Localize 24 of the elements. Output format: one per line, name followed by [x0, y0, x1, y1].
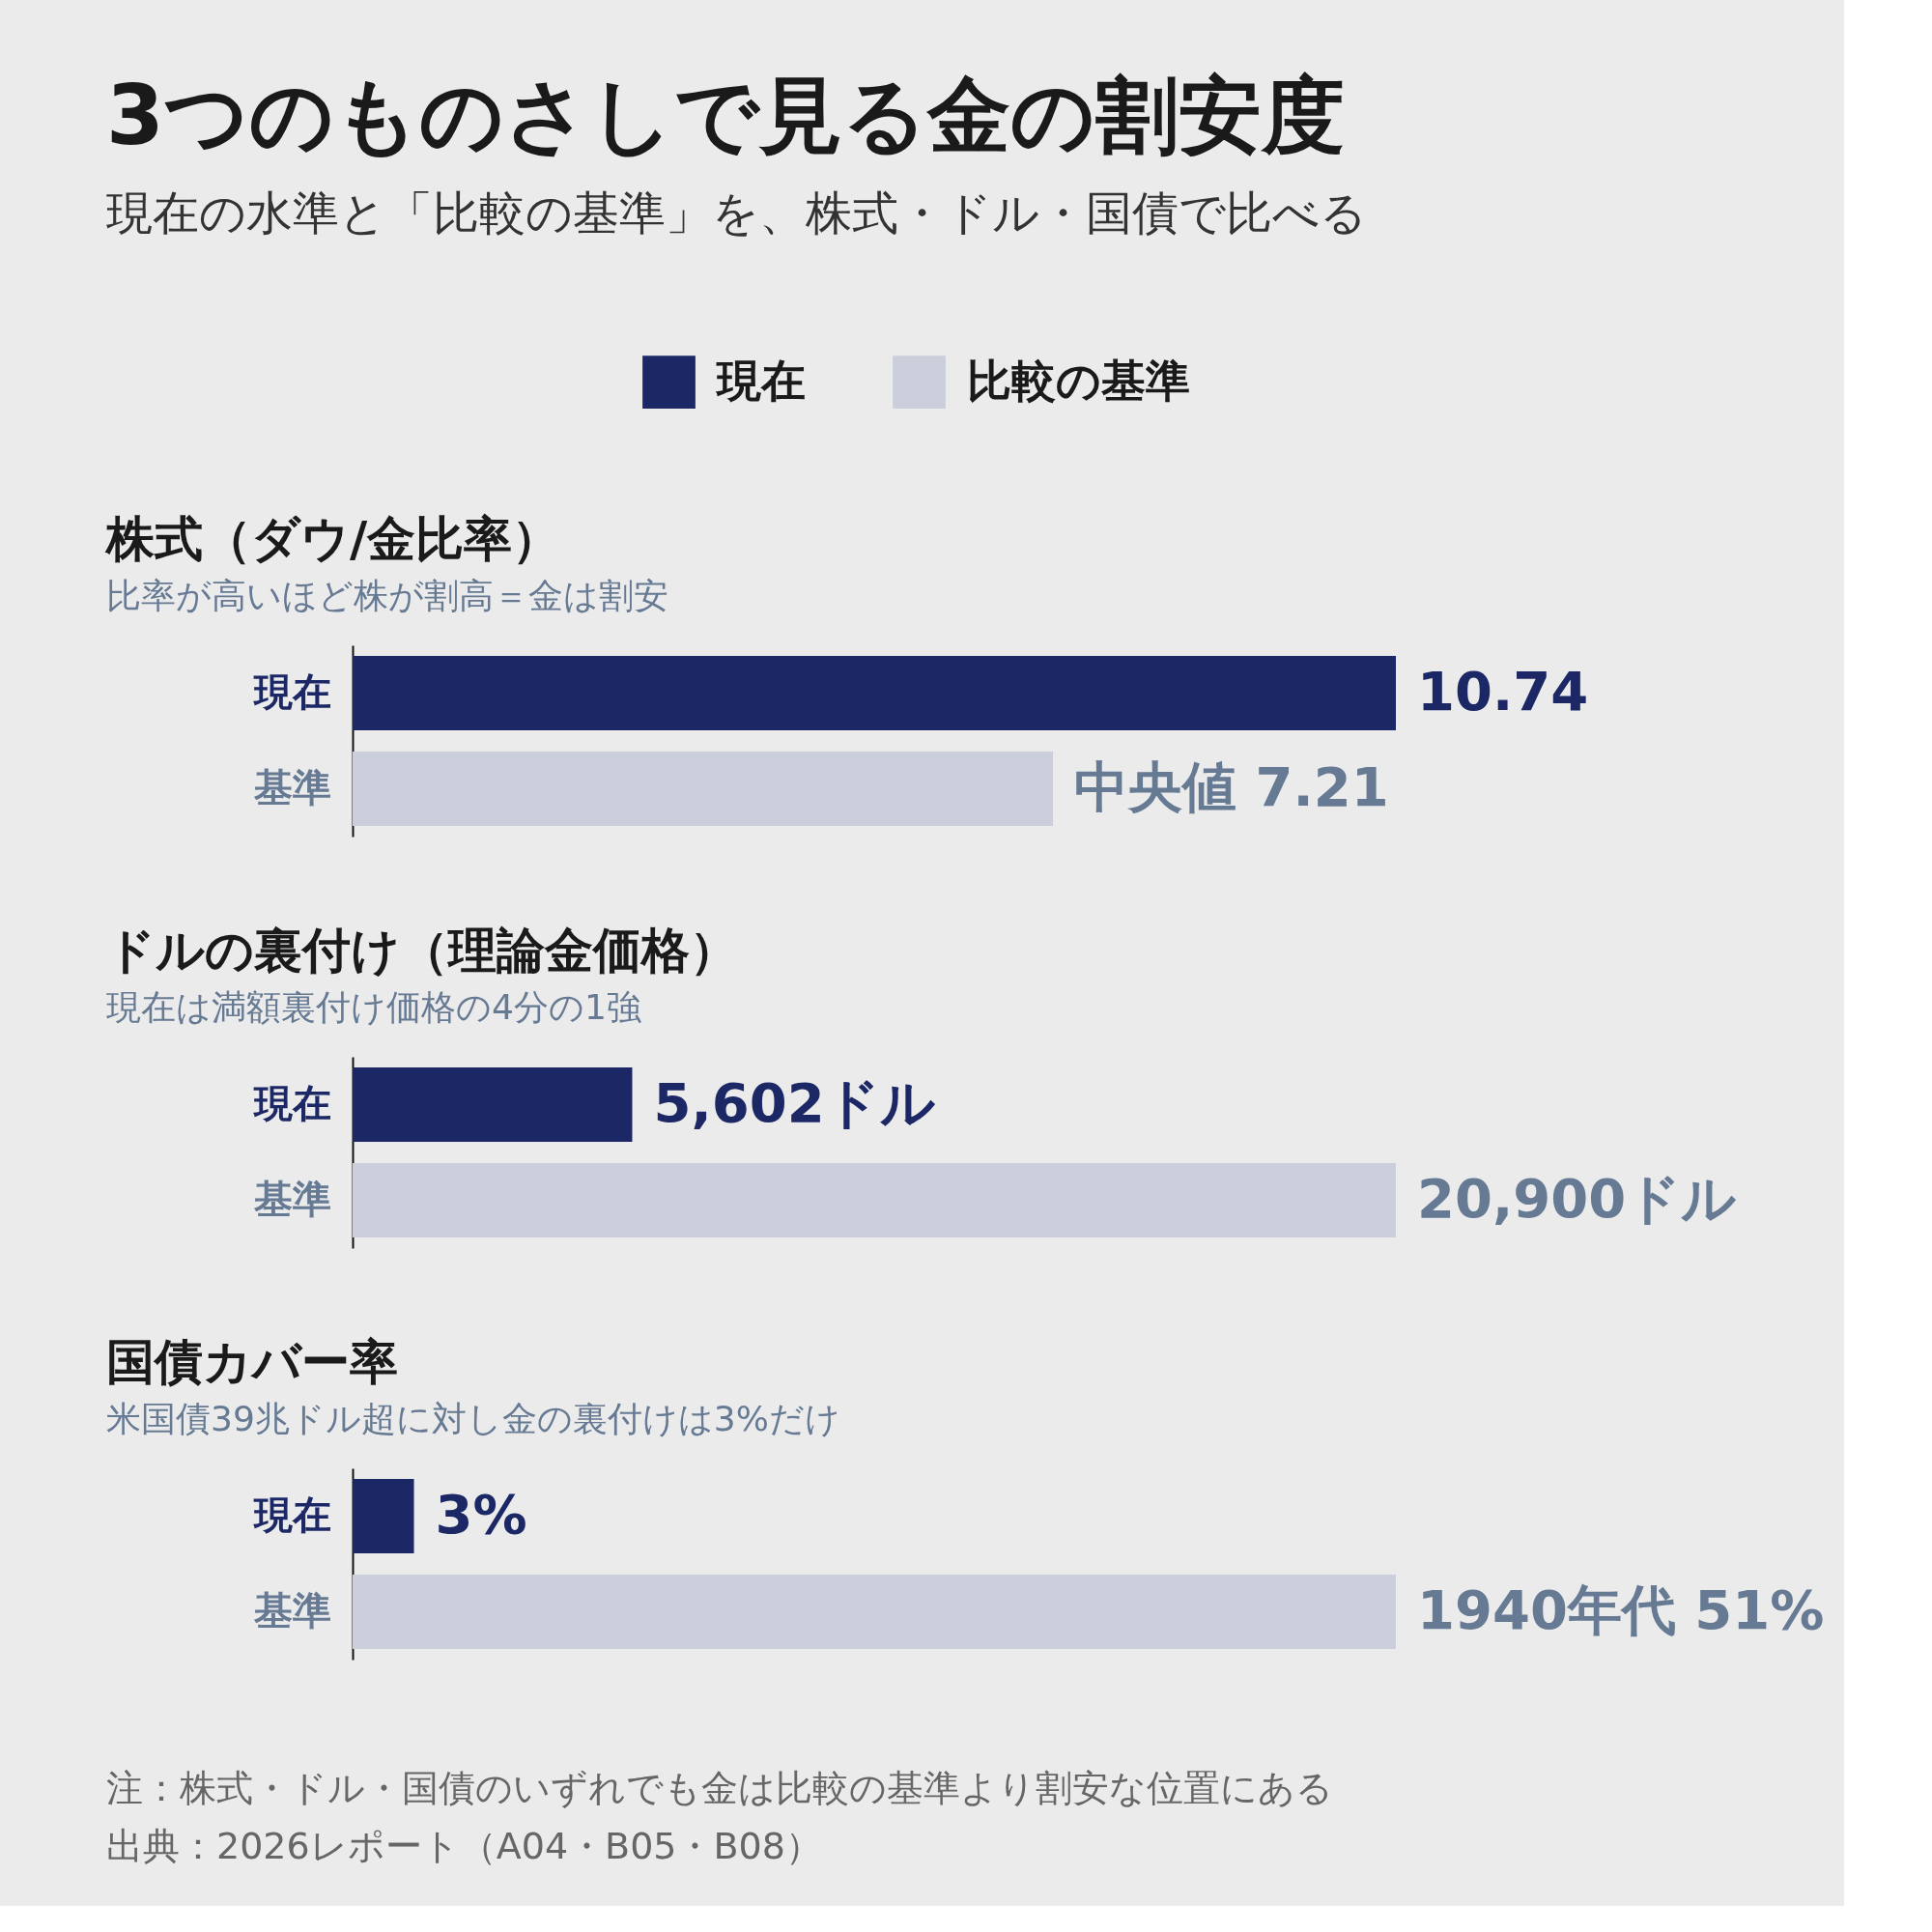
- data-label: 10.74: [1417, 659, 1589, 723]
- legend-label: 現在: [715, 354, 806, 407]
- text: 3つのものさしで見る金の割安度: [106, 67, 1345, 163]
- chart-subtitle: 米国債39兆ドル超に対し金の裏付けは3%だけ: [106, 1399, 840, 1438]
- source-note: 出典：2026レポート（A04・B05・B08）: [106, 1825, 822, 1867]
- chart-title: 国債カバー率: [106, 1334, 398, 1390]
- chart-title: ドルの裏付け（理論金価格）: [106, 923, 738, 979]
- data-label: 中央値 7.21: [1074, 754, 1389, 818]
- y-tick-label: 基準: [253, 1176, 331, 1221]
- y-tick-label: 現在: [252, 1080, 331, 1125]
- chart-subtitle: 現在は満額裏付け価格の4分の1強: [106, 987, 641, 1027]
- text: 現在の水準と「比較の基準」を、株式・ドル・国債で比べる: [106, 185, 1367, 240]
- data-label: 1940年代 51%: [1417, 1577, 1825, 1641]
- y-tick-label: 基準: [253, 1587, 331, 1633]
- data-label: 3%: [435, 1482, 527, 1546]
- text: 注：株式・ドル・国債のいずれでも金は比較の基準より割安な位置にある: [106, 1767, 1333, 1809]
- chart-subtitle: 比率が高いほど株が割高＝金は割安: [106, 576, 668, 615]
- legend-label: 比較の基準: [967, 354, 1190, 407]
- chart-title: 株式（ダウ/金比率）: [104, 511, 561, 567]
- y-tick-label: 基準: [253, 764, 331, 810]
- y-tick-label: 現在: [252, 1492, 331, 1537]
- y-tick-label: 現在: [252, 668, 331, 714]
- data-label: 5,602ドル: [653, 1070, 936, 1134]
- data-label: 20,900ドル: [1417, 1166, 1738, 1230]
